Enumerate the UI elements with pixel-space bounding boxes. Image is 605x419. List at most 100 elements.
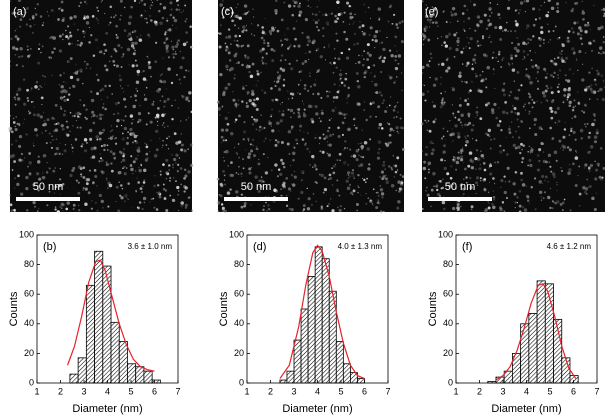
particle [548,161,551,164]
particle [511,121,513,123]
particle [553,57,556,60]
fit-curve [66,259,155,372]
particle [282,165,286,169]
particle [23,102,27,106]
particle [113,64,116,67]
particle [84,116,86,119]
particle [77,39,79,42]
particle [568,68,572,71]
particle [556,106,560,110]
particle [51,135,53,138]
particle [142,181,146,184]
particle [255,108,259,112]
particle [76,119,78,121]
particle [242,44,245,47]
particle [117,209,121,213]
particle [13,96,16,99]
particle [90,156,93,159]
particle [119,194,122,197]
particle [85,141,88,144]
particle [457,42,460,44]
particle [518,210,522,213]
particle [37,160,41,164]
particle [566,79,571,83]
y-tick-label: 80 [24,259,34,269]
particle [527,92,531,95]
particle [602,79,604,81]
particle [36,210,39,212]
particle [119,184,123,187]
particle [65,82,67,84]
particle [89,67,92,69]
particle [105,163,109,167]
particle [129,164,133,168]
particle [359,163,364,167]
particle [331,209,335,213]
particle [145,87,148,89]
particle [120,152,123,155]
particle [399,173,402,176]
particle [347,177,350,179]
particle [180,132,183,135]
particle [267,188,269,190]
particle [285,194,288,197]
particle [72,125,74,127]
particle [242,138,245,141]
particle [35,133,39,137]
particle [383,161,385,163]
particle [386,36,388,39]
particle [178,157,181,159]
particle [378,91,382,94]
particle [313,158,315,160]
particle [65,29,67,32]
particle [171,104,173,107]
particle [398,21,402,25]
particle [149,7,151,9]
particle [442,11,445,13]
particle [462,178,465,181]
particle [566,96,570,99]
particle [248,70,251,74]
particle [540,199,543,201]
particle [297,44,301,48]
particle [325,21,330,25]
particle [134,59,137,62]
particle [479,117,483,121]
particle [216,177,220,181]
particle [32,200,36,205]
annotation: 3.6 ± 1.0 nm [128,242,173,251]
particle [565,56,569,60]
histogram-bar [69,373,79,384]
particle [76,115,80,118]
particle [532,7,536,11]
particle [9,60,12,63]
particle [556,200,560,204]
particle [144,158,148,162]
particle [420,122,424,125]
particle [599,147,603,150]
particle [126,197,129,200]
particle [379,210,383,214]
particle [51,74,53,76]
particle [276,76,281,80]
particle [353,177,355,179]
particle [166,137,168,140]
particle [73,115,76,117]
particle [603,81,605,83]
scale-bar [428,197,492,201]
particle [338,152,342,156]
particle [263,140,265,142]
particle [422,166,427,171]
particle [585,52,587,54]
particle [183,176,186,180]
particle [356,203,359,206]
particle [451,87,456,92]
particle [251,62,255,66]
particle [516,36,519,39]
particle [100,157,102,160]
particle [302,100,304,102]
particle [235,52,238,55]
particle [465,137,467,140]
particle [94,38,99,42]
particle [547,30,551,33]
